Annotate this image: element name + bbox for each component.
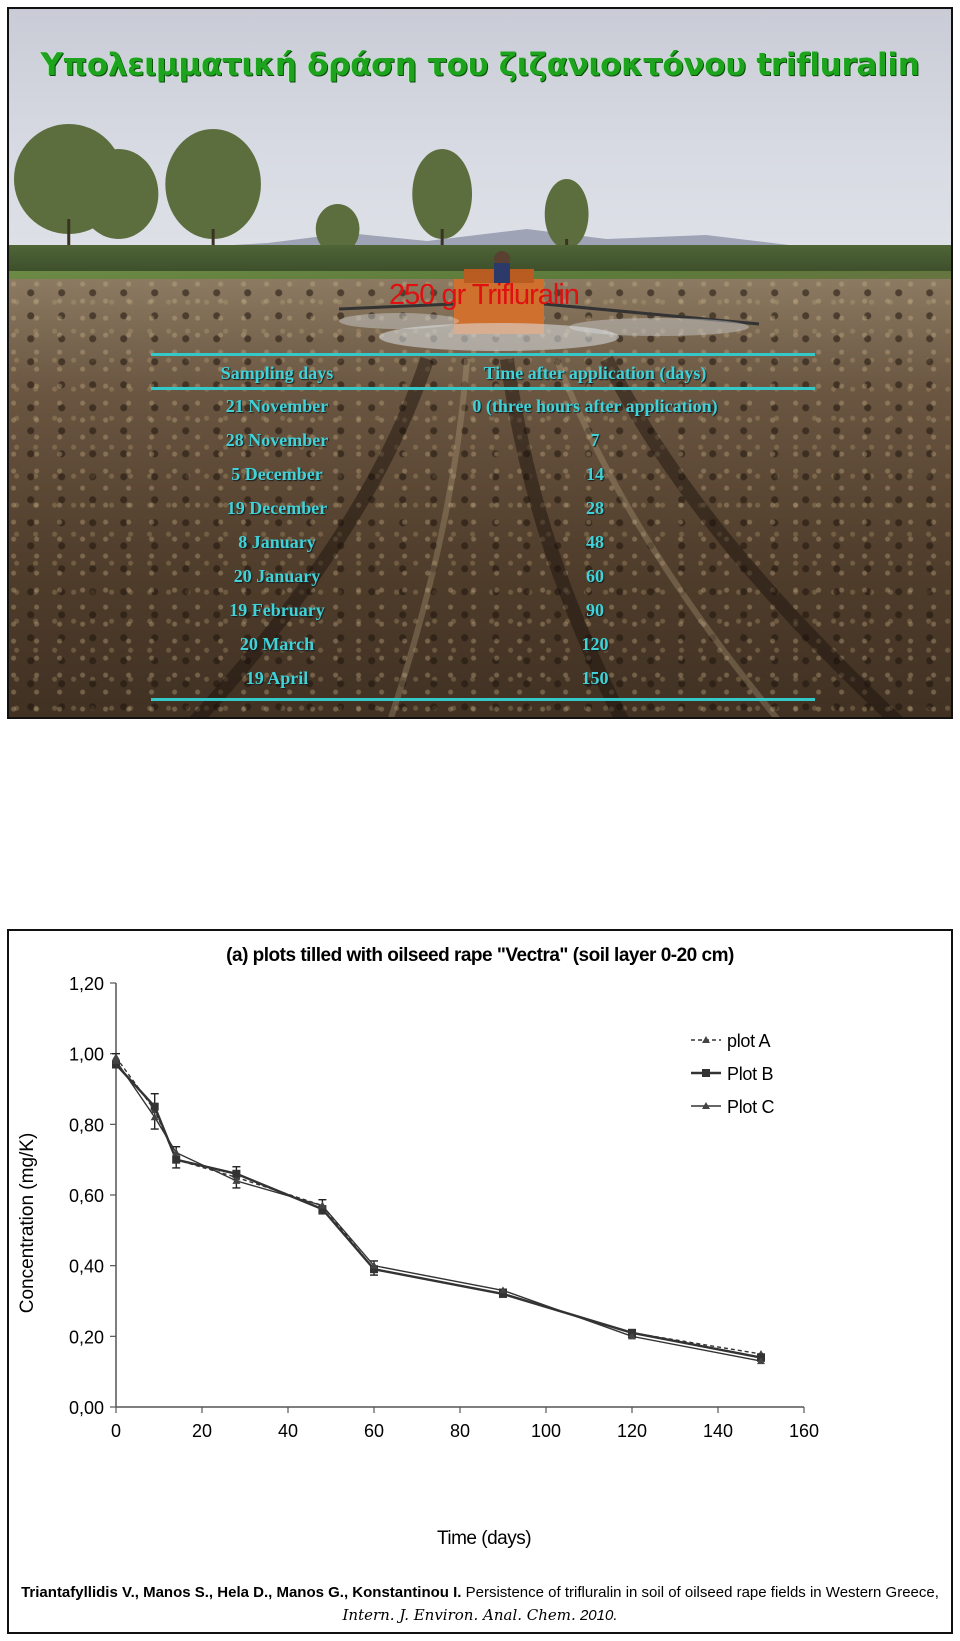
x-tick-label: 120 — [617, 1421, 647, 1441]
table-cell-date: 28 November — [225, 430, 329, 450]
x-tick-label: 80 — [450, 1421, 470, 1441]
chart-ticks: 0,00 0,20 0,40 0,60 0,80 1,00 1,20 0 20 40 60 80 100… — [69, 974, 819, 1441]
table-bottom-rule — [151, 698, 815, 701]
table-cell-days: 90 — [586, 600, 604, 620]
data-point — [150, 1102, 159, 1111]
tilled-soil — [9, 279, 951, 717]
x-tick-label: 140 — [703, 1421, 733, 1441]
x-tick-label: 0 — [111, 1421, 121, 1441]
chart-axes — [115, 983, 804, 1408]
data-point — [112, 1056, 120, 1064]
table-cell-days: 7 — [590, 430, 600, 450]
chart-series — [112, 1052, 765, 1365]
table-cell-days: 0 (three hours after application) — [472, 396, 718, 416]
table-header-rule — [151, 387, 815, 390]
y-tick-label: 0,60 — [69, 1186, 104, 1206]
data-point — [172, 1155, 181, 1164]
legend-marker — [702, 1102, 710, 1109]
data-point — [150, 1113, 159, 1121]
data-point — [757, 1357, 765, 1365]
y-tick-label: 0,00 — [69, 1398, 104, 1418]
x-tick-label: 160 — [789, 1421, 819, 1441]
table-cell-date: 19 April — [245, 668, 309, 688]
chart-slide: (a) plots tilled with oilseed rape "Vect… — [7, 929, 953, 1634]
sky-background — [9, 9, 951, 279]
table-header-time-after-application: Time after application (days) — [483, 363, 707, 383]
x-axis-label: Time (days) — [437, 1528, 531, 1549]
chart-legend: plot A Plot B Plot C — [691, 1031, 775, 1117]
x-tick-label: 60 — [364, 1421, 384, 1441]
legend-label: Plot C — [727, 1097, 775, 1117]
table-cell-date: 19 February — [229, 600, 325, 620]
soil-furrows — [189, 355, 903, 717]
y-tick-label: 0,20 — [69, 1327, 104, 1347]
dose-label: 250 gr Trifluralin — [389, 279, 580, 311]
series-line — [115, 1060, 762, 1362]
x-tick-label: 100 — [531, 1421, 561, 1441]
concentration-chart: 0,00 0,20 0,40 0,60 0,80 1,00 1,20 0 20 40 60 80 100… — [17, 974, 819, 1549]
x-tick-label: 20 — [192, 1421, 212, 1441]
citation-text: Persistence of trifluralin in soil of oi… — [465, 1584, 939, 1601]
tree-row — [13, 124, 589, 269]
y-tick-label: 0,40 — [69, 1257, 104, 1277]
data-point — [232, 1176, 241, 1184]
legend-label: plot A — [727, 1031, 771, 1051]
y-tick-label: 1,00 — [69, 1045, 104, 1065]
legend-marker — [702, 1036, 710, 1043]
y-tick-label: 1,20 — [69, 974, 104, 994]
y-axis-label: Concentration (mg/K) — [17, 1133, 38, 1314]
series-plot-b — [112, 1060, 765, 1362]
data-point — [318, 1205, 327, 1214]
table-cell-days: 150 — [581, 668, 609, 688]
table-cell-days: 120 — [581, 634, 609, 654]
data-point — [318, 1201, 327, 1209]
legend-label: Plot B — [727, 1064, 774, 1084]
series-line — [115, 1056, 762, 1355]
table-header-sampling-days: Sampling days — [220, 363, 334, 383]
sprayer-tractor — [339, 251, 760, 351]
data-point — [172, 1148, 181, 1156]
table-cell-days: 60 — [586, 566, 604, 586]
data-point — [499, 1289, 507, 1298]
citation: Triantafyllidis V., Manos S., Hela D., M… — [9, 1582, 951, 1627]
data-point — [112, 1060, 120, 1069]
table-cell-days: 48 — [586, 532, 604, 552]
data-point — [232, 1169, 241, 1178]
citation-year: 2010. — [579, 1607, 618, 1624]
citation-journal: Intern. J. Environ. Anal. Chem. — [342, 1606, 576, 1624]
x-tick-label: 40 — [278, 1421, 298, 1441]
field-slide: Υπολειμματική δράση του ζιζανιοκτόνου tr… — [7, 7, 953, 719]
table-cell-days: 28 — [586, 498, 604, 518]
citation-authors: Triantafyllidis V., Manos S., Hela D., M… — [21, 1584, 462, 1601]
slide-title: Υπολειμματική δράση του ζιζανιοκτόνου tr… — [40, 47, 920, 83]
series-plot-a — [112, 1053, 765, 1357]
table-cell-date: 19 December — [226, 498, 328, 518]
data-point — [499, 1286, 507, 1294]
data-point — [628, 1332, 636, 1340]
y-tick-label: 0,80 — [69, 1115, 104, 1135]
series-line — [115, 1063, 762, 1359]
table-top-rule — [151, 353, 815, 356]
data-point — [370, 1265, 378, 1274]
data-point — [112, 1053, 120, 1061]
table-cell-date: 8 January — [238, 532, 316, 552]
chart-title: (a) plots tilled with oilseed rape "Vect… — [226, 945, 734, 966]
table-cell-days: 14 — [586, 464, 604, 484]
table-cell-date: 5 December — [231, 464, 323, 484]
legend-marker — [702, 1069, 710, 1077]
data-point — [370, 1261, 378, 1269]
table-cell-date: 20 March — [239, 634, 315, 654]
table-cell-date: 20 January — [233, 566, 321, 586]
series-plot-c — [112, 1056, 765, 1365]
table-cell-date: 21 November — [225, 396, 329, 416]
